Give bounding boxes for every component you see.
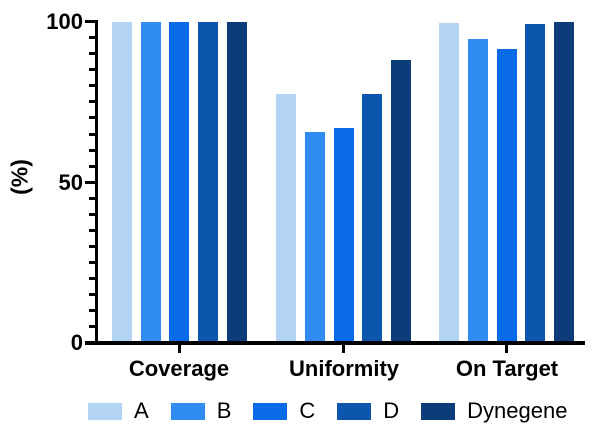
category-label-uniformity: Uniformity — [289, 356, 399, 381]
legend-swatch-dynegene — [421, 402, 456, 420]
y-minor-tick-45 — [89, 196, 95, 200]
y-minor-tick-90 — [89, 52, 95, 56]
category-label-on-target: On Target — [455, 356, 559, 381]
x-tick-on-target — [504, 344, 509, 354]
legend-item-b: B — [170, 398, 232, 423]
y-minor-tick-15 — [89, 293, 95, 297]
y-tick-label-50: 50 — [58, 170, 83, 195]
legend-item-d: D — [337, 400, 399, 422]
y-minor-tick-25 — [89, 261, 95, 265]
y-minor-tick-70 — [89, 116, 95, 120]
legend: A B C D Dynegene — [88, 400, 567, 422]
y-minor-tick-95 — [89, 36, 95, 40]
y-minor-tick-30 — [89, 245, 95, 249]
bar-coverage-dynegene — [226, 21, 247, 343]
bar-uniformity-c — [333, 127, 354, 343]
y-minor-tick-85 — [89, 68, 95, 72]
bar-uniformity-dynegene — [391, 60, 412, 343]
legend-swatch-c — [253, 402, 288, 420]
y-minor-tick-5 — [89, 325, 95, 329]
bar-uniformity-d — [362, 93, 383, 343]
legend-item-a: A — [88, 400, 149, 422]
bar-uniformity-a — [276, 93, 296, 343]
y-tick-label-0: 0 — [70, 330, 83, 355]
legend-label-b: B — [216, 398, 232, 423]
bar-coverage-b — [140, 21, 161, 343]
y-minor-tick-65 — [89, 132, 95, 136]
y-tick-label-100: 100 — [46, 9, 83, 34]
legend-swatch-d — [337, 402, 372, 420]
bar-coverage-a — [111, 21, 132, 343]
legend-label-dynegene: Dynegene — [467, 398, 568, 423]
y-minor-tick-55 — [89, 164, 95, 168]
bar-on-target-c — [496, 49, 517, 343]
bar-on-target-b — [467, 39, 488, 343]
bar-uniformity-b — [304, 132, 325, 343]
legend-label-c: C — [299, 398, 316, 423]
bar-coverage-c — [169, 21, 190, 343]
legend-item-c: C — [253, 400, 315, 422]
y-minor-tick-40 — [89, 212, 95, 216]
y-minor-tick-10 — [89, 309, 95, 313]
y-minor-tick-20 — [89, 277, 95, 281]
x-tick-uniformity — [341, 344, 346, 354]
y-minor-tick-75 — [89, 100, 95, 104]
y-axis-line — [95, 19, 99, 345]
x-tick-coverage — [177, 344, 181, 354]
bar-on-target-a — [439, 23, 459, 343]
legend-item-dynegene: Dynegene — [421, 400, 567, 422]
legend-swatch-b — [170, 402, 205, 420]
y-major-tick-0 — [85, 341, 95, 345]
x-axis-line — [85, 341, 585, 345]
bar-on-target-d — [525, 23, 546, 343]
category-label-coverage: Coverage — [128, 356, 230, 381]
bar-on-target-dynegene — [554, 21, 575, 343]
y-minor-tick-60 — [89, 148, 95, 152]
bar-coverage-d — [198, 21, 219, 343]
y-minor-tick-35 — [89, 228, 95, 232]
legend-swatch-a — [88, 402, 122, 420]
legend-label-a: A — [134, 398, 149, 423]
y-major-tick-50 — [85, 180, 95, 184]
legend-label-d: D — [383, 398, 400, 423]
y-minor-tick-80 — [89, 84, 95, 88]
y-major-tick-100 — [85, 19, 95, 24]
